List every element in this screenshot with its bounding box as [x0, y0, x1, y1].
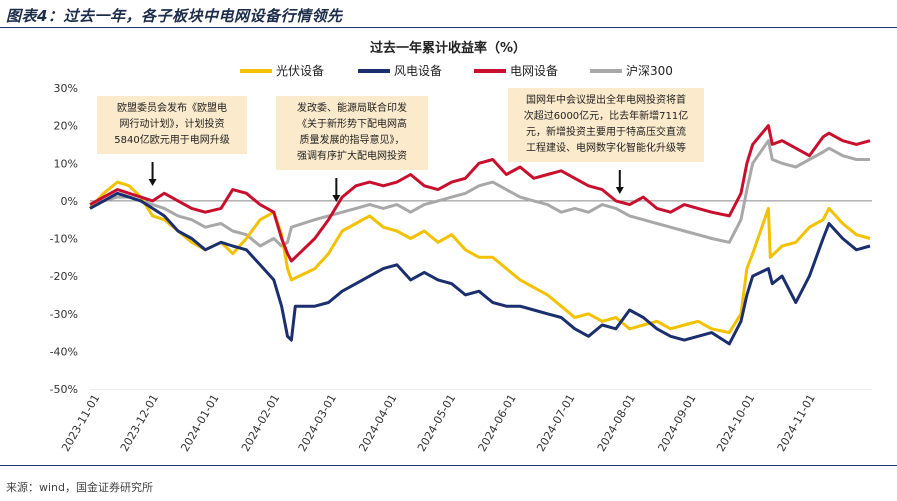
series-line-4	[89, 139, 870, 248]
y-tick-label: -10%	[50, 233, 78, 246]
legend-label: 电网设备	[510, 64, 558, 78]
x-tick-label: 2024-05-01	[415, 392, 458, 454]
y-tick-label: 20%	[54, 120, 78, 133]
annotation-text: 元，新增投资主要用于特高压交直流	[526, 125, 686, 138]
annotation-text: 工程建设、电网数字化智能化升级等	[526, 141, 686, 154]
figure-title: 图表4：过去一年，各子板块中电网设备行情领先	[6, 7, 343, 25]
legend-label: 光伏设备	[276, 64, 324, 78]
chart-title: 过去一年累计收益率（%）	[370, 40, 526, 56]
y-tick-label: 0%	[61, 195, 78, 208]
x-tick-label: 2023-11-01	[59, 392, 102, 454]
x-tick-label: 2024-01-01	[178, 392, 221, 454]
x-tick-label: 2024-02-01	[239, 392, 282, 454]
source-note: 来源：wind，国金证券研究所	[6, 481, 154, 494]
annotation-text: 《关于新形势下配电网高	[297, 117, 407, 130]
y-tick-label: -50%	[50, 383, 78, 396]
annotation-text: 发改委、能源局联合印发	[297, 101, 407, 114]
legend: 光伏设备 风电设备 电网设备 沪深300	[240, 64, 673, 78]
x-tick-label: 2024-09-01	[655, 392, 698, 454]
legend-label: 风电设备	[394, 64, 442, 78]
annotation-text: 国网年中会议提出全年电网投资将首	[526, 93, 686, 106]
annotation-box	[276, 96, 428, 170]
annotation-text: 网行动计划》，计划投资	[120, 117, 225, 130]
y-tick-label: 10%	[54, 157, 78, 170]
y-tick-label: -40%	[50, 345, 78, 358]
annotation-arrowhead	[332, 195, 341, 202]
annotation-box	[97, 96, 247, 154]
annotation-text: 质量发展的指导意见》，	[300, 133, 405, 146]
annotation-box	[508, 88, 704, 162]
y-tick-label: 30%	[54, 82, 78, 95]
y-axis: 30% 20% 10% 0% -10% -20% -30% -40% -50%	[50, 82, 78, 396]
x-tick-label: 2024-10-01	[714, 392, 757, 454]
annotation-text: 欧盟委员会发布《欧盟电	[117, 101, 227, 114]
y-tick-label: -30%	[50, 308, 78, 321]
top-rule	[0, 27, 897, 28]
bottom-rule	[0, 465, 897, 466]
annotation-arrowhead	[148, 179, 157, 186]
x-tick-label: 2024-06-01	[476, 392, 519, 454]
x-tick-label: 2023-12-01	[118, 392, 161, 454]
annotation-text: 次超过6000亿元，比去年新增711亿	[524, 109, 689, 122]
x-tick-label: 2024-03-01	[296, 392, 339, 454]
series-line-2	[89, 191, 871, 346]
x-tick-label: 2024-08-01	[595, 392, 638, 454]
x-tick-label: 2024-07-01	[534, 392, 577, 454]
annotation-text: 5840亿欧元用于电网升级	[114, 133, 229, 146]
series-lines	[88, 124, 871, 346]
x-axis: 2023-11-01 2023-12-01 2024-01-01 2024-02-01…	[59, 200, 872, 454]
x-tick-label: 2024-11-01	[775, 392, 818, 454]
annotation-text: 强调有序扩大配电网投资	[297, 149, 407, 162]
line-chart: 过去一年累计收益率（%） 光伏设备 风电设备 电网设备 沪深300 30% 20% 10%…	[50, 40, 872, 454]
legend-label: 沪深300	[626, 64, 673, 78]
y-tick-label: -20%	[50, 270, 78, 283]
series-line-1	[88, 180, 871, 335]
annotation-arrowhead	[615, 187, 624, 194]
x-tick-label: 2024-04-01	[356, 392, 399, 454]
series-line-3	[89, 124, 871, 263]
